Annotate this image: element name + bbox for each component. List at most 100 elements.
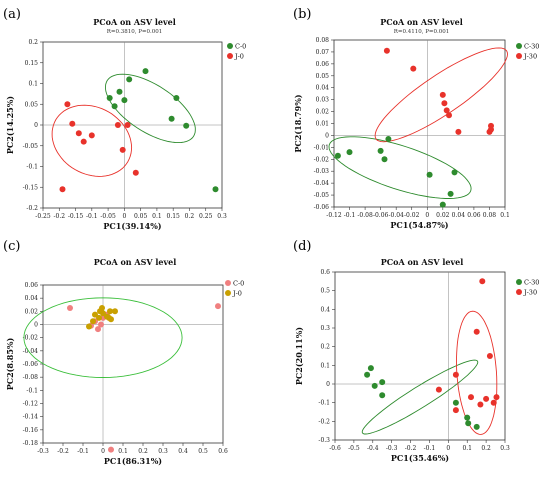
y-tick-label: 0.07 xyxy=(316,49,330,56)
data-point-J-30 xyxy=(479,278,486,285)
data-point-J-30 xyxy=(455,128,462,135)
data-point-J-0 xyxy=(80,138,87,145)
legend-label-C-0: C-0 xyxy=(233,280,244,288)
data-point-J-30 xyxy=(410,65,417,72)
data-point-C-30 xyxy=(385,136,392,142)
data-point-J-0 xyxy=(108,316,114,323)
data-point-J-0 xyxy=(119,146,126,153)
x-tick-label: -0.1 xyxy=(424,445,436,452)
data-point-C-0 xyxy=(142,68,149,75)
legend-label-J-0: J-0 xyxy=(234,53,244,61)
confidence-ellipse-J-0 xyxy=(51,104,133,177)
data-point-J-30 xyxy=(493,394,500,401)
y-tick-label: -0.04 xyxy=(314,180,330,187)
data-point-J-30 xyxy=(439,91,446,98)
x-tick-label: 0.02 xyxy=(436,212,450,219)
y-tick-label: 0.06 xyxy=(316,61,330,68)
confidence-ellipse-C-30 xyxy=(328,136,472,199)
data-point-J-30 xyxy=(483,395,490,402)
data-point-C-30 xyxy=(464,414,471,421)
y-axis-label: PC2(8.85%) xyxy=(5,337,15,390)
legend-marker-C-30 xyxy=(516,279,522,285)
y-tick-label: 0.06 xyxy=(25,282,39,289)
data-point-C-0 xyxy=(126,76,133,83)
y-tick-label: 0.1 xyxy=(320,362,330,369)
data-point-C-30 xyxy=(451,169,458,176)
legend-marker-J-30 xyxy=(516,53,522,59)
data-point-C-0 xyxy=(67,305,73,311)
legend-marker-C-0 xyxy=(225,280,231,286)
x-tick-label: -0.3 xyxy=(37,448,49,455)
data-point-J-0 xyxy=(86,323,92,330)
x-tick-label: 0.1 xyxy=(462,445,472,452)
x-tick-label: 0.3 xyxy=(500,445,510,452)
data-point-J-30 xyxy=(477,401,484,408)
data-point-J-30 xyxy=(435,386,442,393)
x-tick-label: 0.3 xyxy=(158,448,168,455)
data-point-C-30 xyxy=(426,171,433,178)
data-point-J-30 xyxy=(443,107,450,114)
y-tick-label: -0.3 xyxy=(318,437,330,444)
y-tick-label: 0.1 xyxy=(28,81,38,88)
chart-title: PCoA on ASV level xyxy=(93,17,176,27)
y-tick-label: 0.01 xyxy=(316,121,329,128)
y-tick-label: -0.02 xyxy=(23,335,39,342)
chart-title: PCoA on ASV level xyxy=(381,257,464,267)
y-axis-label: PC2(14.25%) xyxy=(5,96,15,154)
data-point-C-30 xyxy=(452,399,459,406)
data-point-C-30 xyxy=(379,392,386,399)
data-point-C-30 xyxy=(377,147,384,154)
x-tick-label: -0.1 xyxy=(86,213,98,220)
data-point-J-0 xyxy=(90,318,96,325)
chart-panel-2: (b) PCoA on ASV level R=0.4110, P=0.001 -0.… xyxy=(293,7,539,230)
x-tick-label: 0.04 xyxy=(452,212,466,219)
y-tick-label: 0.15 xyxy=(25,60,39,67)
data-point-J-30 xyxy=(468,394,474,401)
confidence-ellipse-J-30 xyxy=(374,47,508,143)
data-point-J-30 xyxy=(383,47,390,54)
data-point-C-0 xyxy=(168,115,175,122)
x-tick-label: -0.2 xyxy=(57,448,69,455)
y-tick-label: 0.02 xyxy=(25,308,39,315)
legend-marker-J-0 xyxy=(227,53,233,59)
data-point-C-0 xyxy=(212,186,219,193)
chart-panel-3: (c) PCoA on ASV level -0.3 -0.2 -0.1 0 0.1 0.2 0… xyxy=(3,239,244,466)
legend-label-J-30: J-30 xyxy=(523,289,537,297)
x-tick-label: -0.25 xyxy=(35,213,51,220)
x-tick-label: 0 xyxy=(122,213,126,220)
data-point-C-30 xyxy=(473,423,480,430)
y-tick-label: 0 xyxy=(325,132,329,139)
x-tick-label: 0.08 xyxy=(483,212,497,219)
data-point-C-30 xyxy=(381,156,388,163)
chart-subtitle: R=0.3810, P=0.001 xyxy=(107,29,163,35)
y-tick-label: -0.14 xyxy=(23,414,39,421)
data-point-C-30 xyxy=(465,420,472,427)
x-tick-label: -0.02 xyxy=(404,212,420,219)
y-axis-label: PC2(20.11%) xyxy=(294,327,304,385)
x-tick-label: -0.1 xyxy=(77,448,89,455)
y-tick-label: 0.6 xyxy=(320,269,330,276)
data-point-J-0 xyxy=(64,101,71,108)
data-point-J-0 xyxy=(69,120,76,127)
plot-frame xyxy=(333,39,506,208)
data-point-C-0 xyxy=(108,446,114,453)
data-point-J-30 xyxy=(488,126,494,133)
y-tick-label: -0.02 xyxy=(314,156,330,163)
x-tick-label: -0.04 xyxy=(388,212,404,219)
data-point-J-0 xyxy=(96,314,102,321)
y-tick-label: -0.2 xyxy=(318,418,330,425)
legend-label-C-30: C-30 xyxy=(524,279,539,287)
legend-marker-C-30 xyxy=(516,43,522,49)
legend-marker-J-0 xyxy=(225,290,231,296)
y-tick-label: 0.4 xyxy=(320,306,330,313)
data-point-J-30 xyxy=(490,399,497,406)
chart-panel-4: (d) PCoA on ASV level -0.6 -0.5 -0.4 -0.3 -0.2… xyxy=(293,239,539,463)
legend-label-J-30: J-30 xyxy=(523,53,537,61)
data-point-J-30 xyxy=(441,100,448,107)
x-tick-label: -0.1 xyxy=(344,212,356,219)
y-tick-label: -0.18 xyxy=(23,440,39,447)
x-tick-label: 0.2 xyxy=(138,448,148,455)
y-tick-label: 0.5 xyxy=(320,288,330,295)
data-point-J-0 xyxy=(59,186,66,193)
